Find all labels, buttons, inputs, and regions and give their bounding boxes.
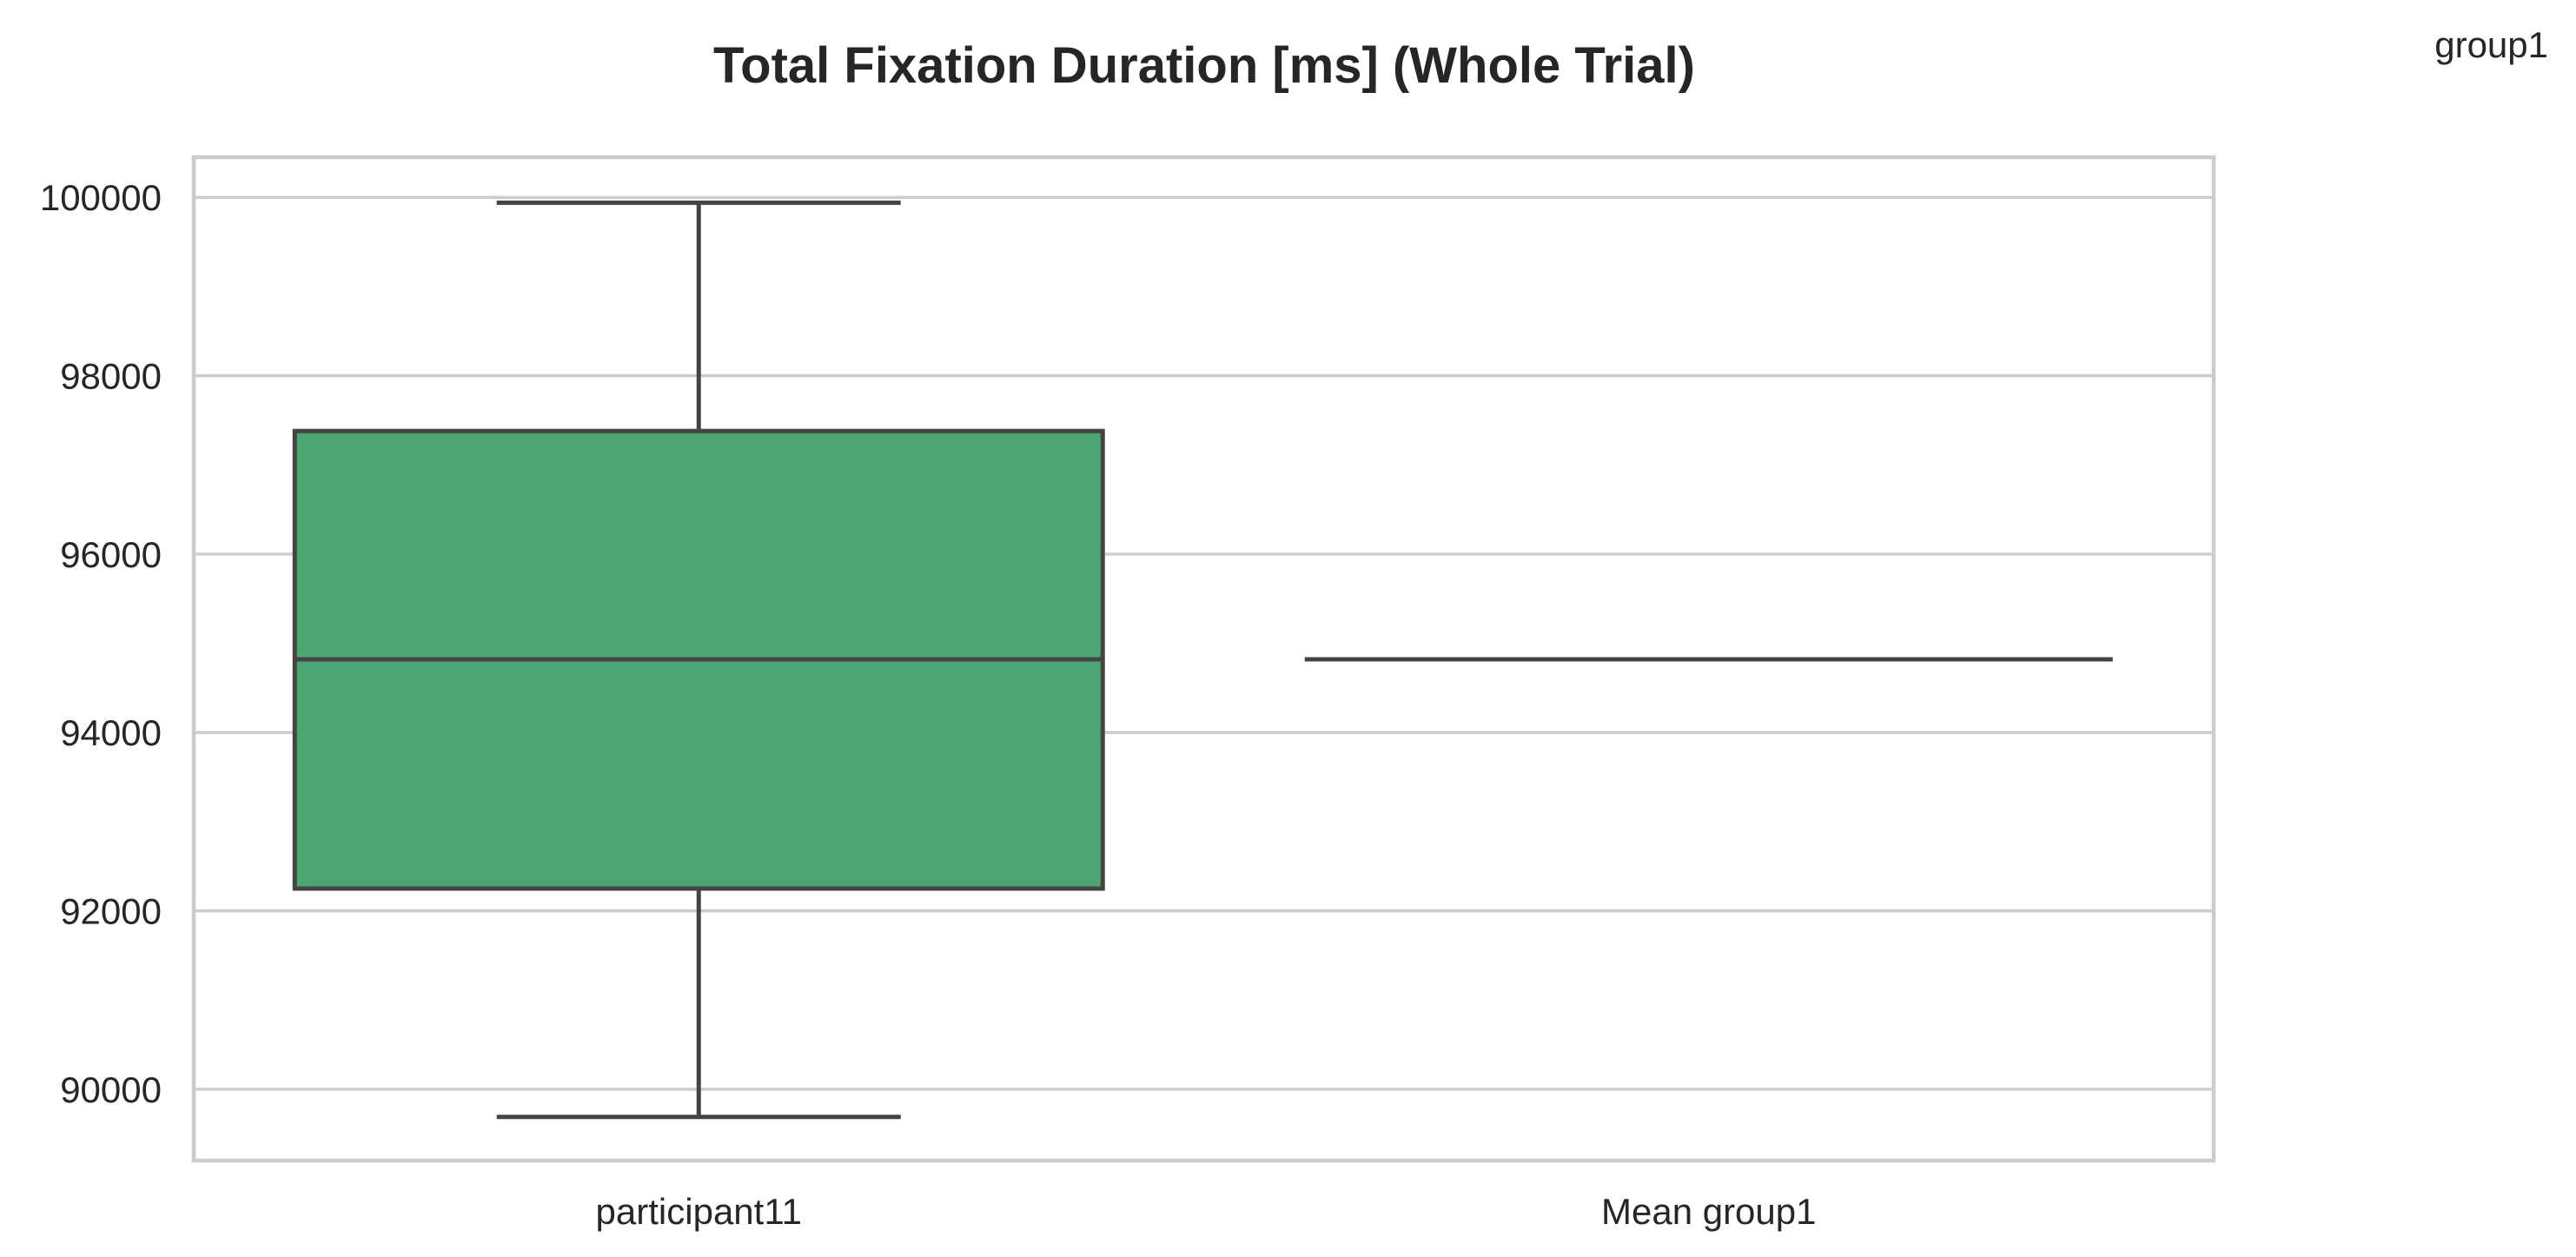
x-tick-labels: participant11 Mean group1 (596, 1191, 1817, 1232)
y-tick-labels: 90000 92000 94000 96000 98000 100000 (40, 177, 162, 1110)
legend-title: group1 (2434, 24, 2548, 65)
y-tick-label: 94000 (60, 712, 162, 753)
box-group (292, 200, 1105, 1120)
chart-title: Total Fixation Duration [ms] (Whole Tria… (713, 37, 1695, 94)
plot-frame (191, 155, 2216, 1163)
x-tick-label: Mean group1 (1601, 1191, 1817, 1232)
y-tick-label: 100000 (40, 177, 162, 218)
y-tick-label: 98000 (60, 356, 162, 397)
x-tick-label: participant11 (596, 1191, 802, 1232)
y-tick-label: 96000 (60, 534, 162, 575)
y-tick-label: 90000 (60, 1069, 162, 1110)
y-tick-label: 92000 (60, 891, 162, 932)
boxes (292, 200, 2113, 1120)
